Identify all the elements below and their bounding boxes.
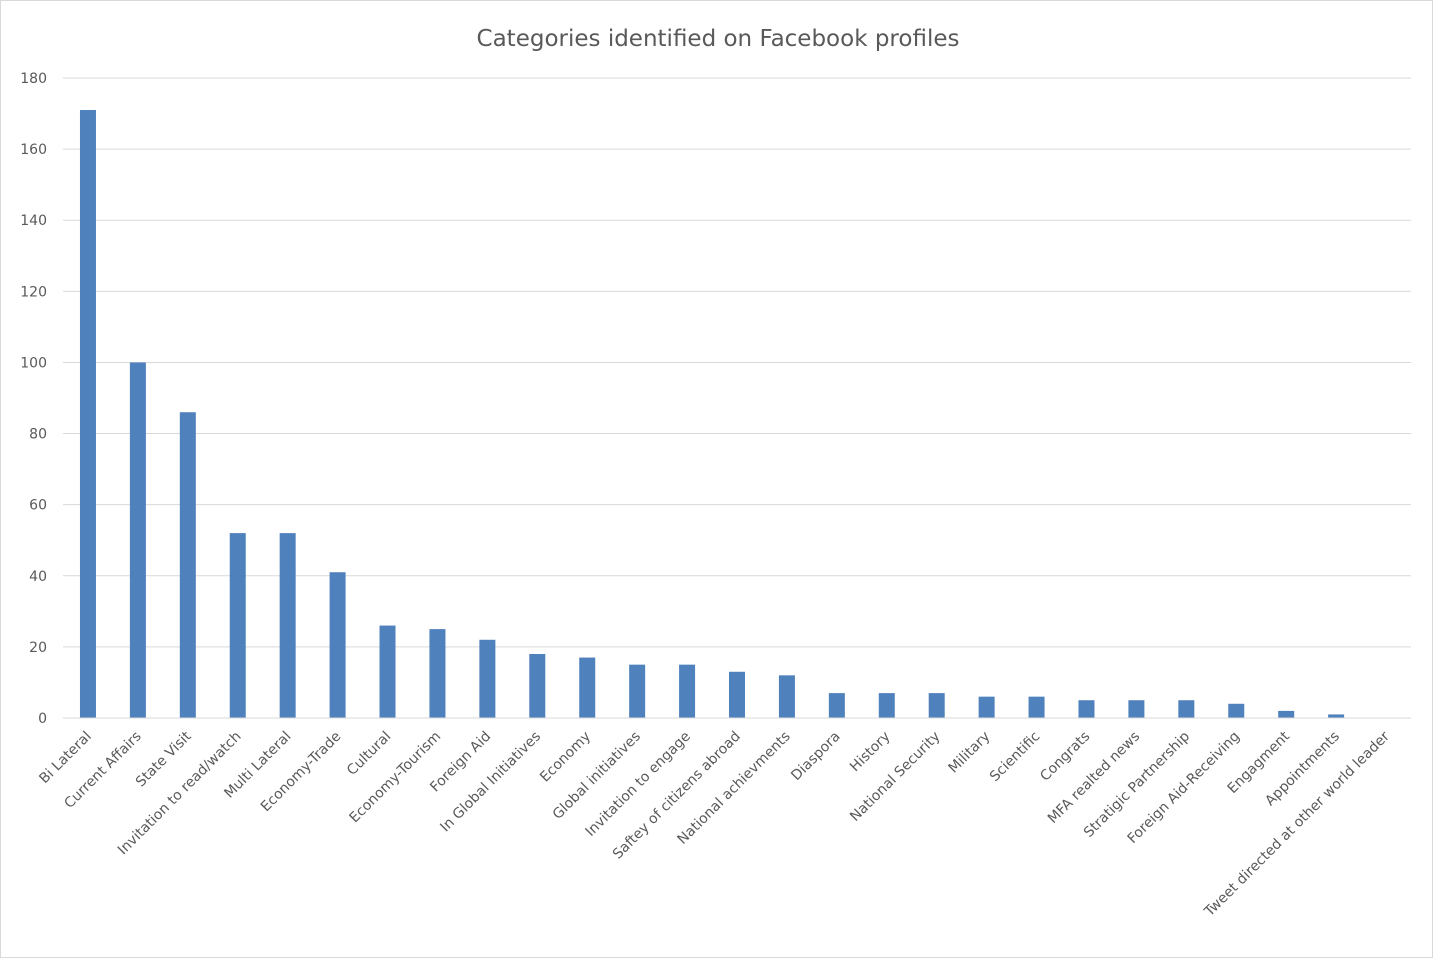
bar-11	[579, 657, 596, 718]
y-tick-label: 120	[20, 284, 47, 300]
bar-18	[928, 693, 945, 718]
gridlines	[63, 77, 1411, 648]
y-tick-label: 140	[20, 213, 47, 229]
bar-26	[1328, 714, 1345, 718]
bar-25	[1278, 710, 1295, 718]
x-category-label: Cultural	[344, 729, 394, 779]
bar-2	[129, 362, 146, 718]
y-tick-label: 180	[20, 71, 47, 87]
bar-5	[279, 533, 296, 718]
bar-15	[778, 675, 795, 718]
y-tick-label: 160	[20, 142, 47, 158]
bar-19	[978, 696, 995, 718]
x-category-label: Economy-Tourism	[347, 729, 445, 827]
x-category-label: In Global Initiatives	[437, 729, 544, 836]
x-category-label: National Security	[847, 729, 943, 825]
bar-9	[479, 639, 496, 718]
bar-7	[379, 625, 396, 718]
bar-10	[529, 654, 546, 718]
y-tick-label: 100	[20, 355, 47, 371]
bar-13	[679, 664, 696, 718]
chart-title: Categories identified on Facebook profil…	[477, 26, 960, 52]
x-category-label: Tweet directed at other world leader	[1201, 728, 1393, 920]
bar-3	[179, 412, 196, 718]
bar-16	[828, 693, 845, 718]
bar-12	[629, 664, 646, 718]
y-tick-label: 60	[29, 498, 47, 514]
bar-6	[329, 572, 346, 718]
x-category-label: MFA realted news	[1045, 729, 1143, 827]
x-category-label: Global initiatives	[550, 729, 644, 823]
bar-8	[429, 629, 446, 718]
y-tick-label: 0	[38, 711, 47, 727]
y-tick-label: 20	[29, 640, 47, 656]
y-axis-tick-labels: 0 20 40 60 80 100 120 140 160 180	[20, 71, 47, 727]
y-tick-label: 40	[29, 569, 47, 585]
bar-17	[878, 693, 895, 718]
bar-4	[229, 533, 246, 718]
bar-14	[729, 671, 745, 718]
bar-21	[1078, 700, 1095, 718]
bar-24	[1228, 703, 1245, 718]
x-category-label: Diaspora	[788, 729, 843, 784]
x-category-label: Scientific	[987, 729, 1043, 785]
bar-22	[1128, 700, 1145, 718]
bar-1	[79, 110, 96, 718]
x-category-label: Military	[945, 729, 993, 777]
bar-23	[1178, 700, 1195, 718]
y-tick-label: 80	[29, 427, 47, 443]
bar-20	[1028, 696, 1045, 718]
bars	[79, 110, 1345, 718]
x-category-label: History	[847, 729, 894, 776]
